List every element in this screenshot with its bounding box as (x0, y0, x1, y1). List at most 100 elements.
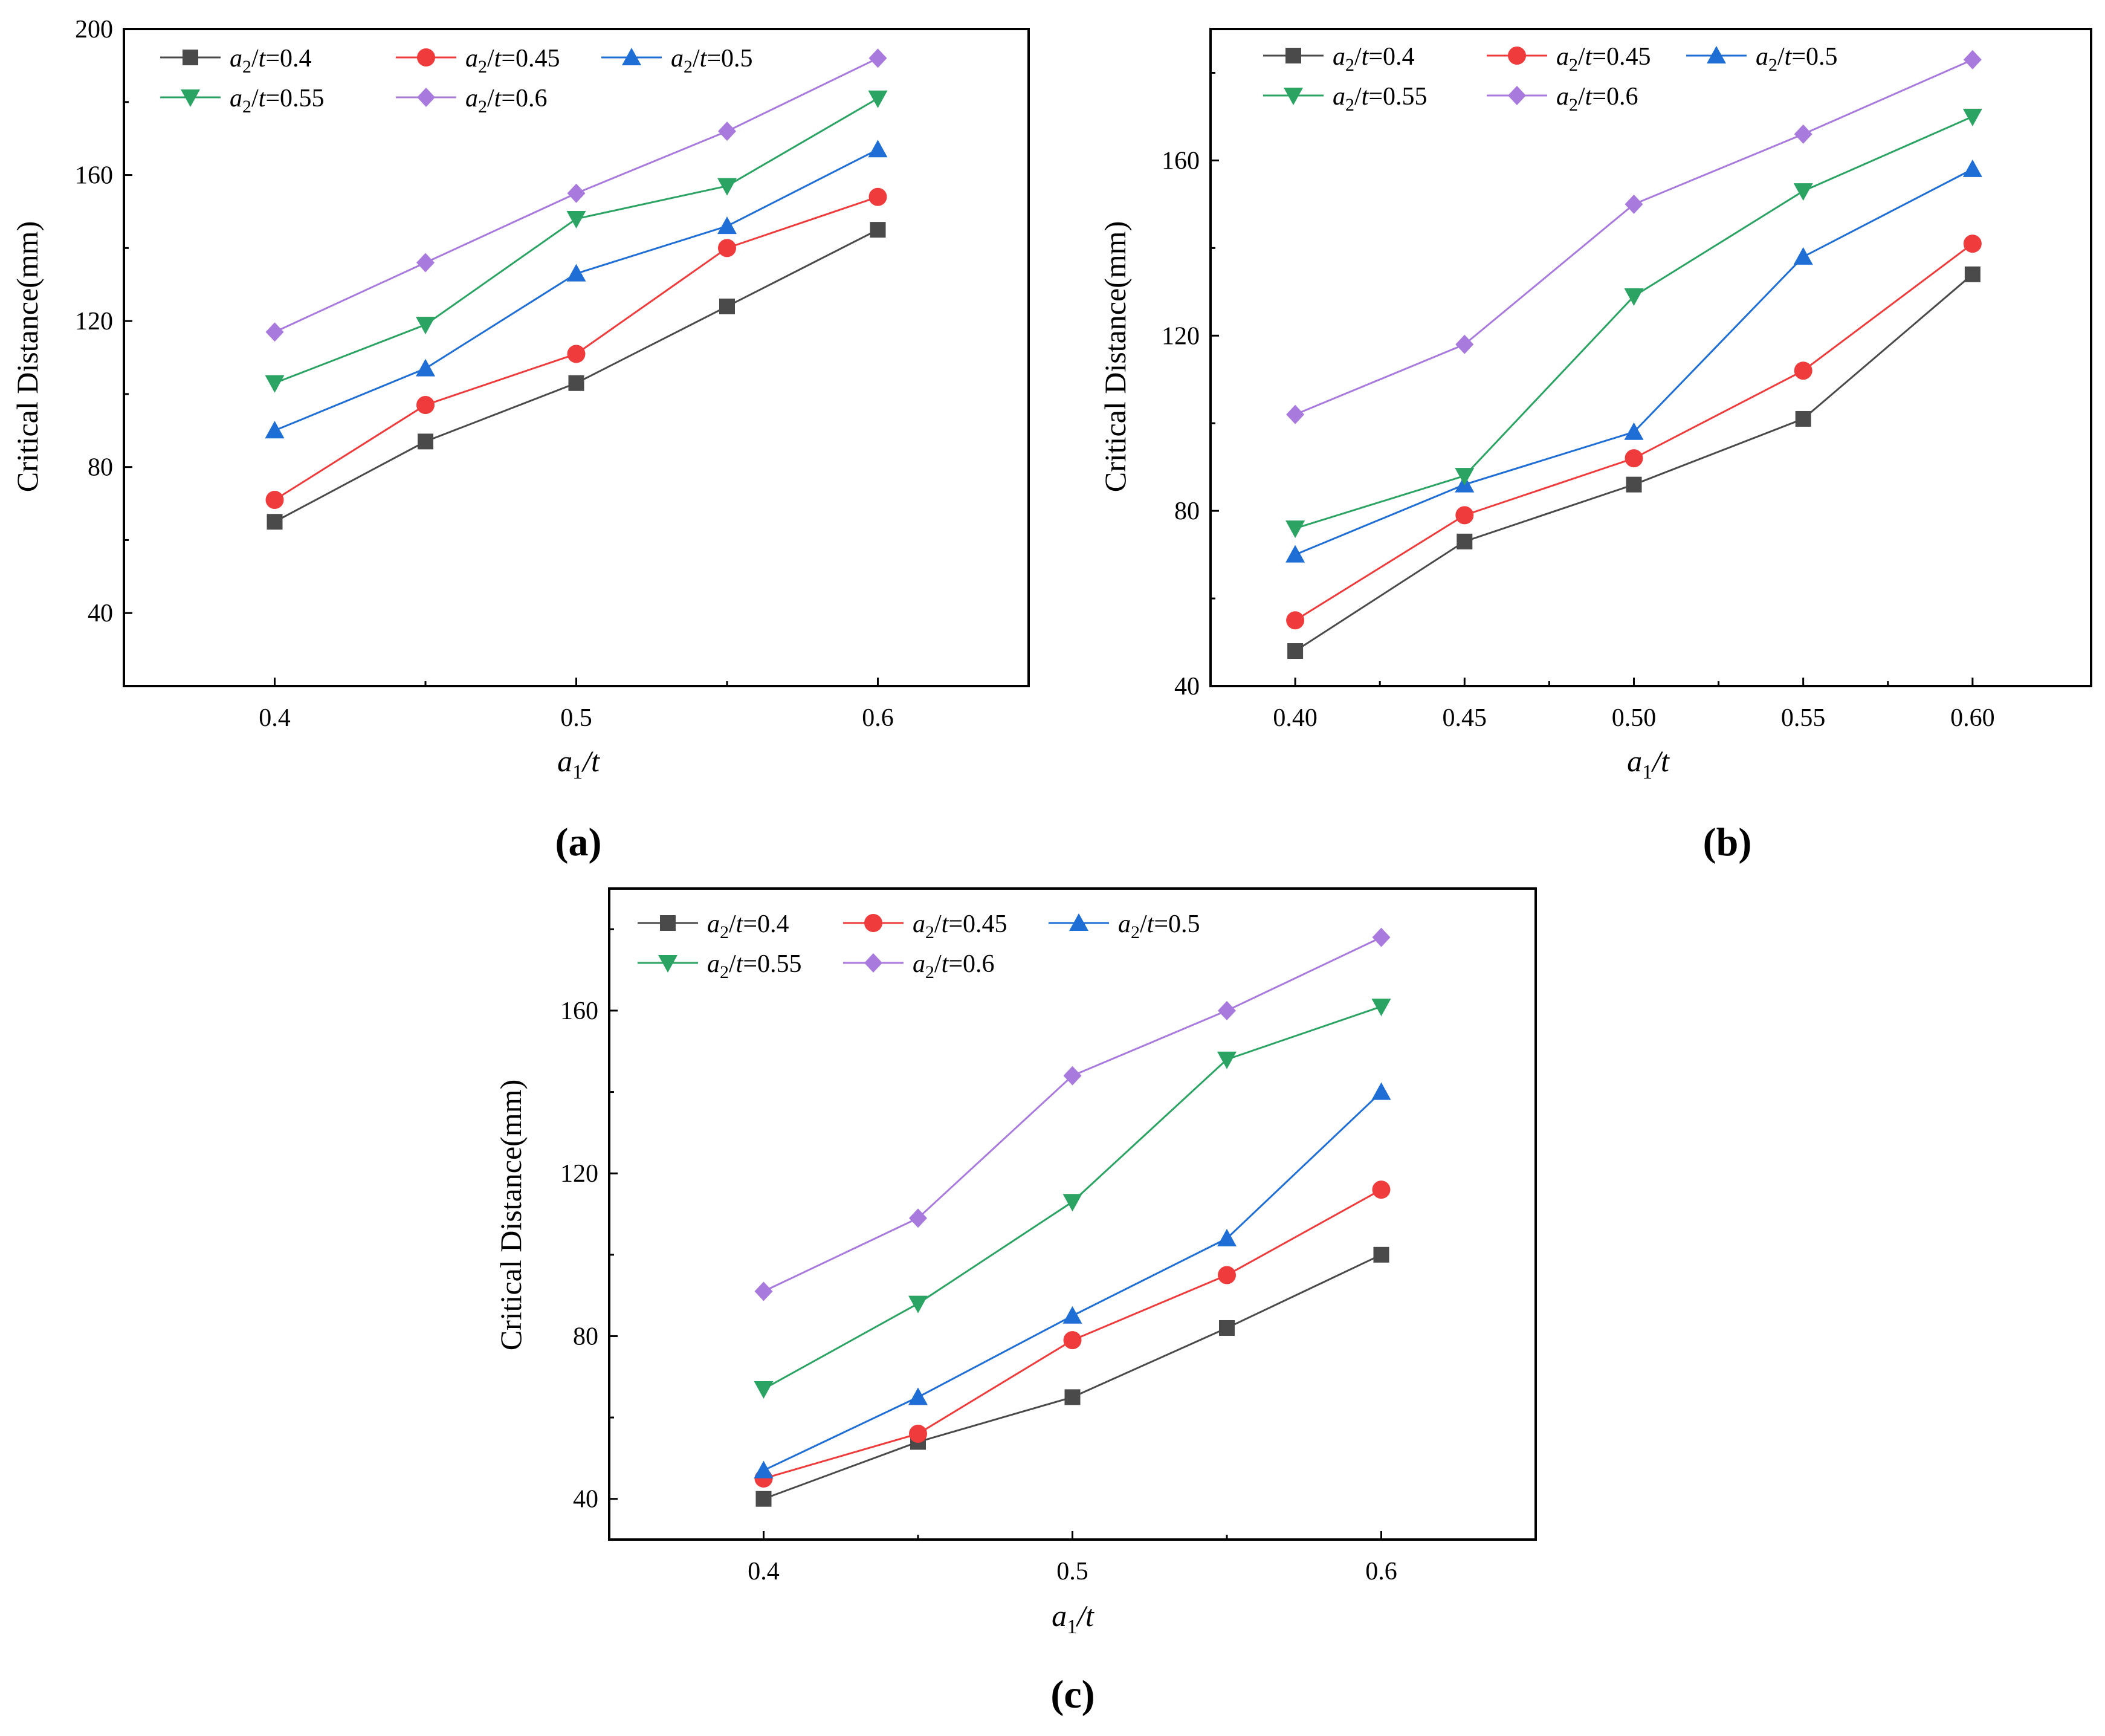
y-tick-label: 160 (75, 162, 113, 190)
data-point (909, 1208, 927, 1228)
legend-label: a2/t=0.55 (1333, 83, 1428, 115)
panel-c: Critical Distance(mm) a1/t (c) 408012016… (494, 887, 1537, 1717)
legend-label-t: t (1362, 83, 1369, 111)
x-tick-label: 0.50 (1612, 704, 1657, 732)
legend-label-value: =0.55 (265, 85, 324, 112)
data-point (566, 264, 586, 282)
data-point (1217, 1228, 1237, 1246)
data-point (719, 298, 735, 314)
legend-label-value: =0.6 (948, 950, 994, 978)
data-point (416, 396, 435, 415)
legend-label-a: a (1756, 43, 1768, 71)
legend-label-slash: / (729, 950, 736, 978)
legend-label-value: =0.55 (743, 950, 801, 978)
legend-label-t: t (259, 45, 267, 73)
data-point (1625, 194, 1643, 214)
legend-label-t: t (736, 950, 744, 978)
data-point (1455, 334, 1474, 354)
legend-label-subscript: 2 (242, 97, 251, 117)
legend-label-slash: / (934, 950, 942, 978)
legend-label-a: a (1118, 910, 1131, 938)
legend-label: a2/t=0.5 (1756, 43, 1838, 75)
legend-label-value: =0.4 (265, 45, 311, 73)
legend-label-value: =0.6 (1592, 83, 1638, 111)
x-tick-label: 0.55 (1781, 704, 1826, 732)
legend-marker (183, 50, 198, 65)
data-point (1062, 1306, 1082, 1324)
legend-label-slash: / (1777, 43, 1785, 71)
legend-label-subscript: 2 (1569, 95, 1578, 115)
legend-label: a2/t=0.5 (671, 45, 753, 77)
data-point (754, 1281, 773, 1301)
data-point (717, 178, 737, 196)
x-axis-title-denominator: /t (581, 744, 600, 778)
x-tick-label: 0.4 (259, 704, 291, 732)
legend-label-a: a (230, 45, 242, 73)
data-point (1626, 476, 1642, 493)
data-point (868, 187, 887, 206)
panel-label-a: (a) (555, 820, 602, 864)
x-axis-title-subscript: 1 (1642, 761, 1652, 783)
x-tick-label: 0.40 (1273, 704, 1318, 732)
series-line (763, 936, 1382, 1292)
data-point (1795, 410, 1811, 427)
legend-marker (417, 88, 435, 107)
series-line (763, 1254, 1382, 1500)
legend-label-value: =0.5 (1791, 43, 1837, 71)
legend-label: a2/t=0.45 (1556, 43, 1651, 75)
data-point (416, 253, 435, 273)
legend-label-subscript: 2 (1345, 95, 1354, 115)
legend-label-subscript: 2 (1768, 55, 1777, 75)
series-line (763, 1091, 1382, 1471)
y-tick-label: 80 (88, 454, 113, 482)
legend-label-value: =0.5 (707, 45, 752, 73)
legend-marker (181, 89, 200, 107)
legend-label-t: t (1585, 43, 1593, 71)
panel-b: Critical Distance(mm) a1/t (b) 408012016… (1098, 28, 2092, 864)
data-point (868, 140, 888, 158)
legend-marker (417, 48, 435, 66)
legend-label: a2/t=0.6 (1556, 83, 1638, 115)
x-axis-title: a1/t (1052, 1599, 1095, 1638)
data-point (568, 375, 584, 391)
legend-label-slash: / (251, 85, 259, 112)
data-point (908, 1387, 928, 1405)
data-point (567, 345, 586, 363)
y-tick-label: 200 (75, 16, 113, 44)
data-point (1962, 159, 1982, 177)
data-point (1287, 643, 1304, 659)
legend-marker (864, 953, 882, 973)
legend-label-subscript: 2 (478, 57, 487, 77)
x-axis-title-denominator: /t (1075, 1599, 1095, 1633)
legend-label-t: t (942, 910, 949, 938)
legend-label-subscript: 2 (720, 922, 729, 942)
legend-marker (1508, 86, 1526, 105)
legend-label-t: t (1785, 43, 1793, 71)
legend-label-slash: / (1140, 910, 1147, 938)
legend-label-slash: / (487, 85, 494, 112)
legend-marker (622, 48, 641, 65)
data-point (718, 121, 736, 141)
y-tick-label: 160 (1162, 147, 1200, 175)
legend-marker (658, 955, 677, 973)
legend-label-subscript: 2 (720, 962, 729, 982)
data-point (1219, 1320, 1235, 1336)
legend-label-t: t (942, 950, 949, 978)
data-point (1371, 999, 1391, 1017)
data-point (1455, 468, 1475, 486)
plot-frame (608, 887, 1537, 1541)
data-point (1217, 1051, 1237, 1069)
data-point (265, 375, 285, 393)
data-point (909, 1424, 927, 1443)
data-point (1218, 1266, 1236, 1284)
x-axis-title-subscript: 1 (1067, 1616, 1077, 1638)
data-point (416, 317, 435, 335)
legend-label: a2/t=0.6 (465, 85, 548, 117)
legend-label-a: a (465, 85, 478, 112)
legend-label-a: a (913, 950, 925, 978)
y-tick-label: 120 (75, 308, 113, 335)
data-point (418, 433, 433, 450)
data-point (870, 222, 886, 238)
data-point (1793, 183, 1813, 201)
